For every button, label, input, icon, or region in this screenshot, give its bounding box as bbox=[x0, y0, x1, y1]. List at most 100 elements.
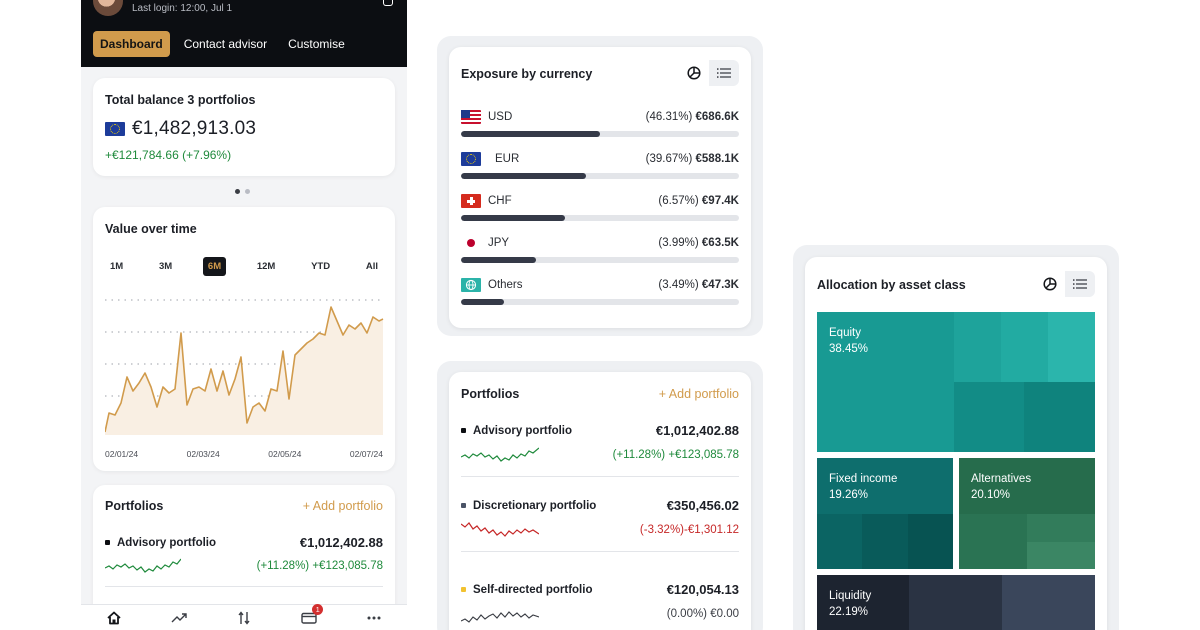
more-icon[interactable] bbox=[365, 609, 383, 627]
portfolio-change: (+11.28%) +€123,085.78 bbox=[612, 449, 739, 461]
x-label: 02/05/24 bbox=[268, 449, 302, 459]
treemap-liquidity[interactable]: Liquidity 22.19% bbox=[817, 575, 1095, 630]
currency-row-eur[interactable]: EUR (39.67%) €588.1K bbox=[461, 151, 739, 179]
exposure-bar-fill bbox=[461, 173, 587, 179]
value-over-time-card: Value over time 1M 3M 6M 12M YTD All 02/… bbox=[93, 207, 395, 471]
allocation-panel: Allocation by asset class Equity 38.45% F… bbox=[793, 245, 1119, 630]
currency-percent: (6.57%) bbox=[658, 195, 699, 207]
currency-amount: €97.4K bbox=[701, 195, 739, 207]
add-portfolio-button[interactable]: + Add portfolio bbox=[658, 387, 739, 401]
carousel-dot[interactable] bbox=[235, 189, 240, 194]
notification-badge: 1 bbox=[312, 603, 324, 615]
pie-chart-icon[interactable] bbox=[679, 60, 709, 86]
transfer-icon[interactable] bbox=[235, 609, 253, 627]
list-icon[interactable] bbox=[709, 60, 739, 86]
add-portfolio-button[interactable]: + Add portfolio bbox=[302, 499, 383, 513]
pie-chart-icon[interactable] bbox=[1035, 271, 1065, 297]
view-toggle bbox=[1035, 271, 1095, 297]
currency-code: JPY bbox=[488, 237, 510, 249]
currency-percent: (3.49%) bbox=[658, 279, 699, 291]
exposure-title: Exposure by currency bbox=[461, 67, 593, 81]
range-ytd[interactable]: YTD bbox=[311, 261, 331, 272]
treemap-fixed-income[interactable]: Fixed income 19.26% bbox=[817, 458, 953, 569]
portfolio-value: €120,054.13 bbox=[666, 582, 739, 597]
asset-class-percent: 22.19% bbox=[829, 606, 869, 618]
portfolio-value: €350,456.02 bbox=[666, 498, 739, 513]
currency-amount: €588.1K bbox=[695, 153, 739, 165]
currency-row-others[interactable]: Others (3.49%) €47.3K bbox=[461, 277, 739, 305]
portfolio-row-advisory[interactable]: Advisory portfolio €1,012,402.88 (+11.28… bbox=[461, 423, 739, 477]
balance-title: Total balance 3 portfolios bbox=[105, 93, 256, 107]
last-login: Last login: 12:00, Jul 1 bbox=[132, 3, 233, 14]
currency-row-chf[interactable]: CHF (6.57%) €97.4K bbox=[461, 193, 739, 221]
asset-class-name: Equity bbox=[829, 327, 861, 339]
list-icon[interactable] bbox=[1065, 271, 1095, 297]
currency-row-usd[interactable]: USD (46.31%) €686.6K bbox=[461, 109, 739, 137]
bottom-navigation: 1 bbox=[81, 603, 407, 630]
portfolio-value: €1,012,402.88 bbox=[655, 423, 739, 438]
top-tabs: Dashboard Contact advisor Customise bbox=[93, 31, 359, 57]
value-line-chart[interactable] bbox=[105, 295, 385, 435]
tab-contact-advisor[interactable]: Contact advisor bbox=[183, 37, 268, 51]
trend-icon[interactable] bbox=[170, 609, 188, 627]
portfolio-change: (-3.32%)-€1,301.12 bbox=[639, 524, 739, 536]
range-all[interactable]: All bbox=[365, 261, 378, 272]
range-1m[interactable]: 1M bbox=[110, 261, 124, 272]
swiss-flag-icon bbox=[461, 194, 481, 208]
eu-flag-icon bbox=[461, 152, 481, 166]
allocation-by-asset-class-card: Allocation by asset class Equity 38.45% F… bbox=[805, 257, 1107, 630]
portfolios-title: Portfolios bbox=[105, 499, 164, 513]
carousel-dots[interactable] bbox=[235, 189, 255, 194]
card-icon[interactable]: 1 bbox=[300, 603, 324, 627]
portfolio-name: Advisory portfolio bbox=[473, 424, 573, 437]
portfolio-sparkline bbox=[461, 522, 539, 537]
currency-row-jpy[interactable]: JPY (3.99%) €63.5K bbox=[461, 235, 739, 263]
currency-code: CHF bbox=[488, 195, 512, 207]
value-over-time-title: Value over time bbox=[105, 222, 197, 236]
currency-amount: €686.6K bbox=[695, 111, 739, 123]
asset-class-percent: 38.45% bbox=[829, 343, 869, 355]
currency-percent: (46.31%) bbox=[645, 111, 693, 123]
portfolio-bullet bbox=[461, 503, 466, 508]
treemap-equity[interactable]: Equity 38.45% bbox=[817, 312, 1095, 452]
currency-amount: €47.3K bbox=[701, 279, 739, 291]
currency-percent: (3.99%) bbox=[658, 237, 699, 249]
portfolio-row-self-directed[interactable]: Self-directed portfolio €120,054.13 (0.0… bbox=[461, 582, 739, 625]
exposure-bar bbox=[461, 131, 739, 137]
exposure-bar bbox=[461, 257, 739, 263]
balance-amount: €1,482,913.03 bbox=[132, 118, 257, 139]
portfolio-bullet bbox=[461, 428, 466, 433]
total-balance-card[interactable]: Total balance 3 portfolios €1,482,913.03… bbox=[93, 78, 395, 176]
portfolio-row-advisory[interactable]: Advisory portfolio €1,012,402.88 (+11.28… bbox=[105, 535, 383, 587]
carousel-dot[interactable] bbox=[245, 189, 250, 194]
range-6m[interactable]: 6M bbox=[202, 257, 227, 276]
portfolio-bullet bbox=[105, 540, 110, 545]
currency-code: EUR bbox=[495, 153, 520, 165]
currency-percent: (39.67%) bbox=[645, 153, 693, 165]
japan-flag-icon bbox=[461, 236, 481, 250]
home-icon[interactable] bbox=[105, 609, 123, 627]
range-12m[interactable]: 12M bbox=[256, 261, 276, 272]
asset-class-percent: 20.10% bbox=[971, 489, 1011, 501]
asset-class-name: Fixed income bbox=[829, 473, 898, 485]
mobile-app: Last login: 12:00, Jul 1 Dashboard Conta… bbox=[81, 0, 407, 630]
exposure-panel: Exposure by currency USD (46.31%) €686.6… bbox=[437, 36, 763, 336]
exposure-by-currency-card: Exposure by currency USD (46.31%) €686.6… bbox=[449, 47, 751, 328]
avatar[interactable] bbox=[93, 0, 123, 16]
portfolio-sparkline bbox=[105, 558, 181, 573]
range-3m[interactable]: 3M bbox=[158, 261, 173, 272]
x-label: 02/01/24 bbox=[105, 449, 139, 459]
asset-class-percent: 19.26% bbox=[829, 489, 869, 501]
portfolio-row-discretionary[interactable]: Discretionary portfolio €350,456.02 (-3.… bbox=[461, 498, 739, 552]
treemap-alternatives[interactable]: Alternatives 20.10% bbox=[959, 458, 1095, 569]
portfolio-value: €1,012,402.88 bbox=[299, 535, 383, 550]
app-header: Last login: 12:00, Jul 1 Dashboard Conta… bbox=[81, 0, 407, 67]
chart-line bbox=[105, 306, 384, 433]
balance-change: +€121,784.66 (+7.96%) bbox=[105, 148, 232, 162]
currency-code: USD bbox=[488, 111, 513, 123]
chart-area bbox=[105, 307, 383, 435]
tab-dashboard[interactable]: Dashboard bbox=[93, 31, 170, 57]
tab-customise[interactable]: Customise bbox=[288, 37, 345, 51]
allocation-title: Allocation by asset class bbox=[817, 278, 966, 292]
bell-icon[interactable] bbox=[383, 0, 393, 6]
